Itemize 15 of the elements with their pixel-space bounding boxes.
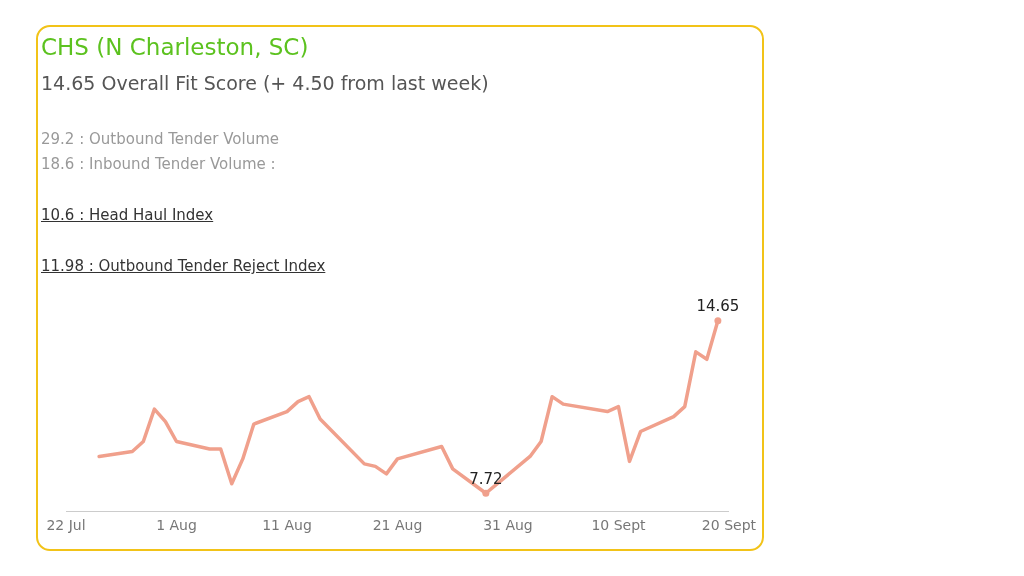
data-label: 14.65 bbox=[696, 297, 740, 316]
x-tick-label: 1 Aug bbox=[156, 517, 197, 534]
x-tick-label: 11 Aug bbox=[262, 517, 312, 534]
data-label: 7.72 bbox=[469, 469, 503, 488]
x-tick-label: 31 Aug bbox=[483, 517, 533, 534]
x-tick-label: 22 Jul bbox=[46, 517, 86, 534]
text: 29.2 : Outbound Tender Volume bbox=[41, 129, 280, 150]
chart-subtitle: 14.65 Overall Fit Score (+ 4.50 from last week) bbox=[41, 72, 489, 94]
text: 10.6 : Head Haul Index bbox=[41, 205, 215, 226]
x-tick-label: 20 Sept bbox=[701, 517, 757, 534]
text: 18.6 : Inbound Tender Volume : bbox=[41, 154, 277, 175]
chart-title: CHS (N Charleston, SC) bbox=[41, 34, 309, 60]
x-tick-label: 10 Sept bbox=[591, 517, 647, 534]
x-tick-label: 21 Aug bbox=[372, 517, 423, 534]
text: 11.98 : Outbound Tender Reject Index bbox=[41, 256, 326, 277]
